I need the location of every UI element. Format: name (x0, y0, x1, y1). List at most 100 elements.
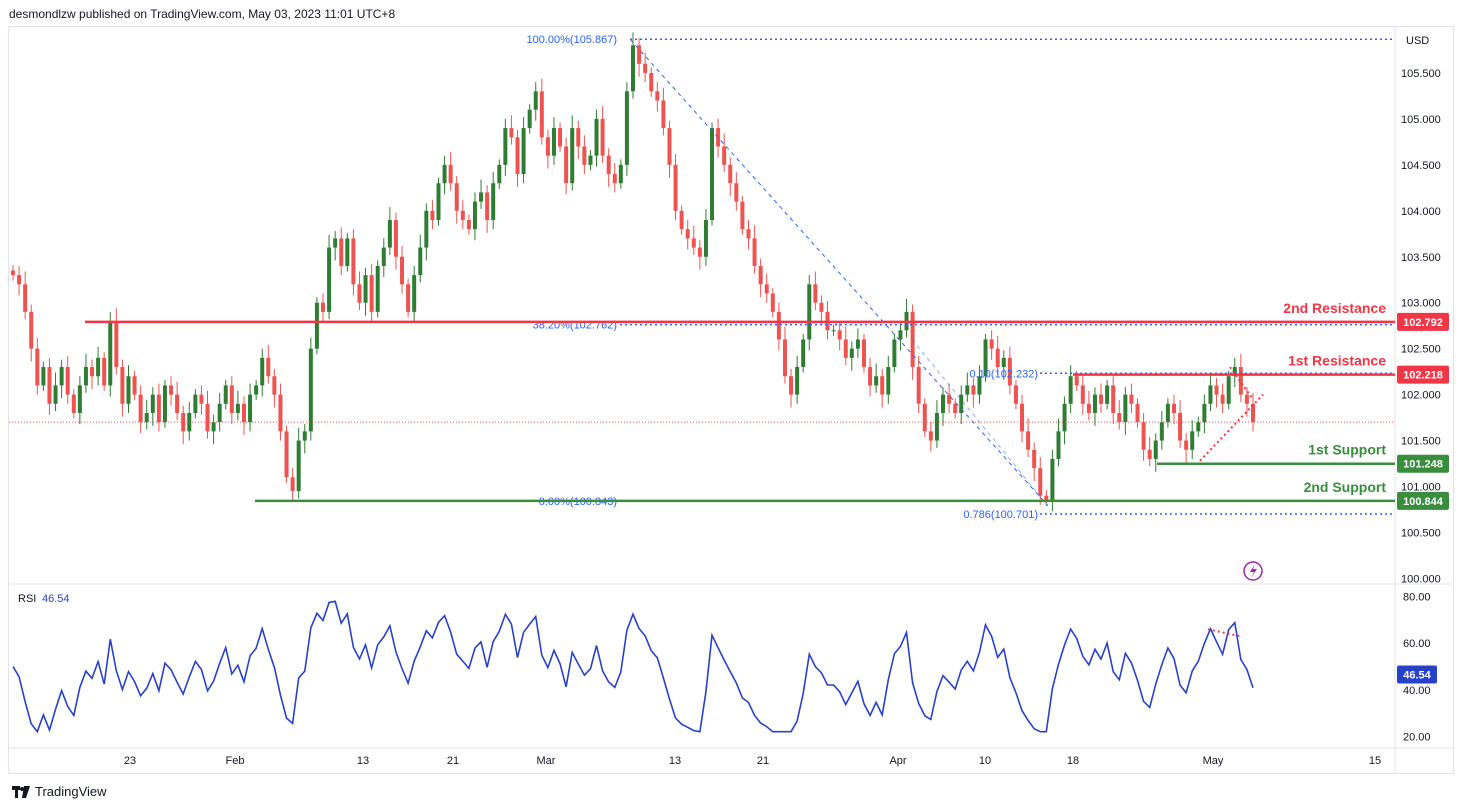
candle-body (132, 376, 137, 395)
candle-body (278, 394, 283, 432)
candle-body (631, 45, 635, 92)
candle-body (1026, 431, 1031, 450)
candle-body (1013, 385, 1018, 404)
candle-body (661, 100, 666, 129)
candle-body (339, 238, 344, 266)
y-tick-label: 100.000 (1401, 573, 1441, 585)
candle-body (369, 275, 374, 312)
candle-body (764, 284, 769, 294)
candle-body (393, 219, 398, 257)
candle-body (1214, 385, 1219, 395)
x-tick-label: Apr (889, 755, 906, 767)
candle-body (1202, 403, 1207, 423)
candle-body (108, 321, 113, 386)
candle-body (1220, 394, 1225, 404)
candle-body (1092, 394, 1097, 413)
rsi-tick-label: 80.00 (1403, 592, 1431, 604)
candle-body (1244, 394, 1249, 404)
support-name-label: 1st Support (1308, 442, 1386, 458)
candle-body (637, 45, 642, 64)
candle-body (1074, 376, 1079, 386)
candle-body (1238, 367, 1243, 395)
chart-frame (8, 26, 1454, 774)
footer-brand-text: TradingView (35, 784, 107, 799)
candle-body (1141, 422, 1146, 450)
candle-body (1044, 495, 1049, 501)
candle-body (1135, 403, 1140, 423)
candle-body (266, 357, 271, 377)
candle-body (102, 357, 107, 386)
candle-body (241, 403, 246, 423)
rsi-tick-label: 40.00 (1403, 685, 1431, 697)
candle-body (685, 229, 690, 239)
support-price-tag (1397, 491, 1449, 510)
x-tick-label: Mar (537, 755, 556, 767)
candle-body (813, 284, 818, 303)
candle-body (1190, 431, 1195, 450)
support-price-tag (1397, 454, 1449, 473)
candle-body (1196, 422, 1201, 432)
candle-body (1111, 385, 1116, 413)
candle-body (23, 284, 28, 312)
candle-body (96, 357, 101, 377)
candle-body (539, 91, 544, 138)
resistance-name-label: 2nd Resistance (1283, 300, 1386, 316)
wedge-line (1199, 393, 1264, 462)
footer-brand[interactable]: TradingView (12, 784, 107, 799)
candle-body (667, 128, 672, 165)
candle-body (321, 302, 325, 312)
candle-body (11, 270, 15, 276)
rsi-divergence-line (1207, 628, 1241, 638)
candle-body (782, 339, 787, 377)
candle-body (406, 284, 411, 312)
rsi-title: RSI (18, 593, 36, 605)
rsi-tick-label: 60.00 (1403, 638, 1431, 650)
candle-body (1184, 440, 1189, 450)
rsi-value-label: 46.54 (42, 593, 70, 605)
resistance-price-tag (1397, 312, 1449, 331)
candle-body (1020, 403, 1025, 432)
candle-body (308, 348, 313, 432)
candle-body (509, 128, 514, 138)
candle-body (1147, 449, 1152, 459)
candle-body (345, 238, 350, 266)
candle-body (314, 302, 319, 349)
candle-body (162, 385, 167, 423)
candle-body (59, 367, 64, 386)
candle-body (1099, 394, 1104, 404)
candle-body (831, 330, 836, 332)
candle-body (770, 293, 775, 312)
candle-body (284, 431, 289, 478)
candle-body (1232, 367, 1237, 377)
rsi-tick-label: 20.00 (1403, 731, 1431, 743)
candle-body (983, 339, 988, 377)
candle-body (90, 367, 95, 377)
candle-body (886, 367, 891, 395)
candle-body (989, 339, 994, 349)
candle-body (843, 339, 848, 358)
candle-body (606, 155, 611, 175)
y-tick-label: 103.500 (1401, 252, 1441, 264)
candle-body (1056, 431, 1061, 459)
candle-body (400, 256, 405, 285)
candle-body (898, 330, 903, 340)
candle-body (436, 183, 441, 220)
candle-body (363, 275, 368, 303)
candle-body (576, 128, 581, 147)
candle-body (156, 394, 161, 423)
candle-body (1068, 376, 1073, 404)
candle-body (570, 128, 575, 184)
candle-body (479, 192, 484, 202)
candle-body (503, 128, 508, 165)
candle-body (217, 403, 222, 423)
candle-body (710, 128, 715, 220)
rsi-price-tag-text: 46.54 (1403, 670, 1431, 682)
candle-body (442, 164, 447, 184)
x-tick-label: Feb (226, 755, 245, 767)
candle-body (381, 247, 386, 266)
wedge-line (1229, 366, 1254, 400)
candle-body (223, 385, 228, 404)
candle-body (1178, 412, 1183, 441)
x-tick-label: 10 (979, 755, 991, 767)
